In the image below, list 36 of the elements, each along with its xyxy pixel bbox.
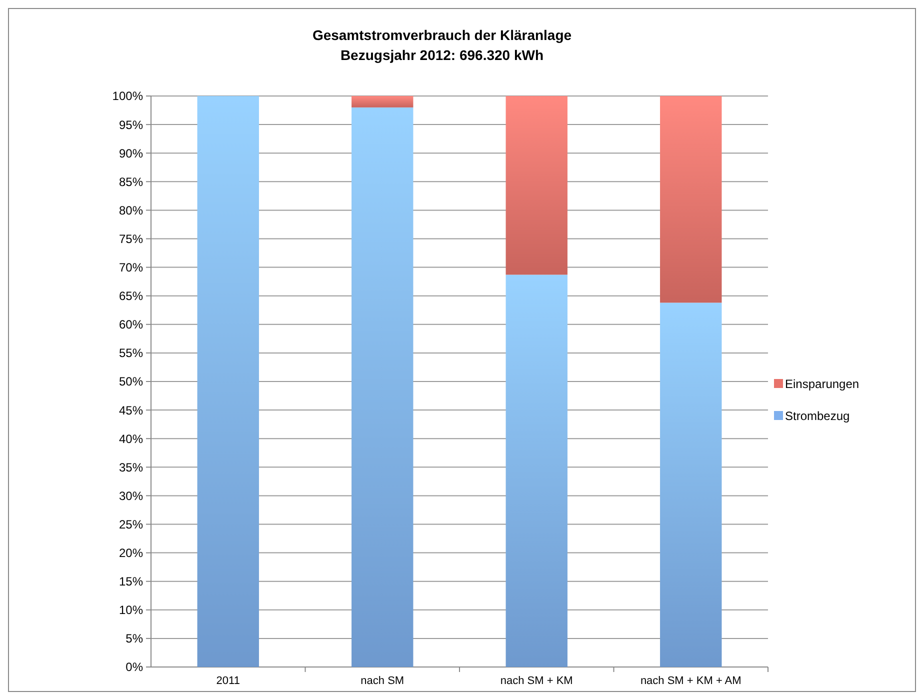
y-tick-label: 100% [112,89,144,104]
x-tick-label: nach SM + KM [500,675,573,687]
y-tick-label: 75% [118,232,144,246]
bar [660,96,722,303]
x-tick-label: nach SM + KM + AM [640,675,742,687]
x-tick-label: nach SM [360,675,404,687]
bar [352,96,414,108]
y-tick-label: 25% [118,517,144,532]
y-tick-label: 95% [118,118,144,132]
y-tick-label: 50% [118,374,144,389]
y-tick-label: 70% [118,260,144,274]
chart-title: Gesamtstromverbrauch der Kläranlage [312,27,572,43]
y-tick-label: 65% [118,289,144,304]
y-tick-label: 45% [118,403,144,418]
y-tick-label: 85% [118,174,144,189]
y-tick-label: 35% [118,460,144,474]
y-tick-label: 10% [118,603,144,618]
y-tick-label: 80% [118,203,144,218]
y-tick-label: 30% [118,488,144,503]
y-tick-label: 60% [118,318,144,332]
y-tick-label: 55% [118,346,144,360]
y-tick-label: 0% [126,660,144,674]
x-tick-label: 2011 [216,675,240,687]
y-tick-label: 20% [118,546,144,560]
y-tick-label: 40% [118,432,144,446]
legend-label: Einsparungen [785,377,860,392]
y-tick-label: 90% [118,146,144,160]
bar [197,96,259,667]
y-tick-label: 5% [126,632,144,646]
bar [352,107,414,667]
chart-subtitle: Bezugsjahr 2012: 696.320 kWh [340,47,544,63]
y-tick-label: 15% [118,574,144,589]
bar [660,302,722,667]
bar [506,274,568,667]
bar [506,96,568,275]
legend-label: Strombezug [785,409,850,424]
